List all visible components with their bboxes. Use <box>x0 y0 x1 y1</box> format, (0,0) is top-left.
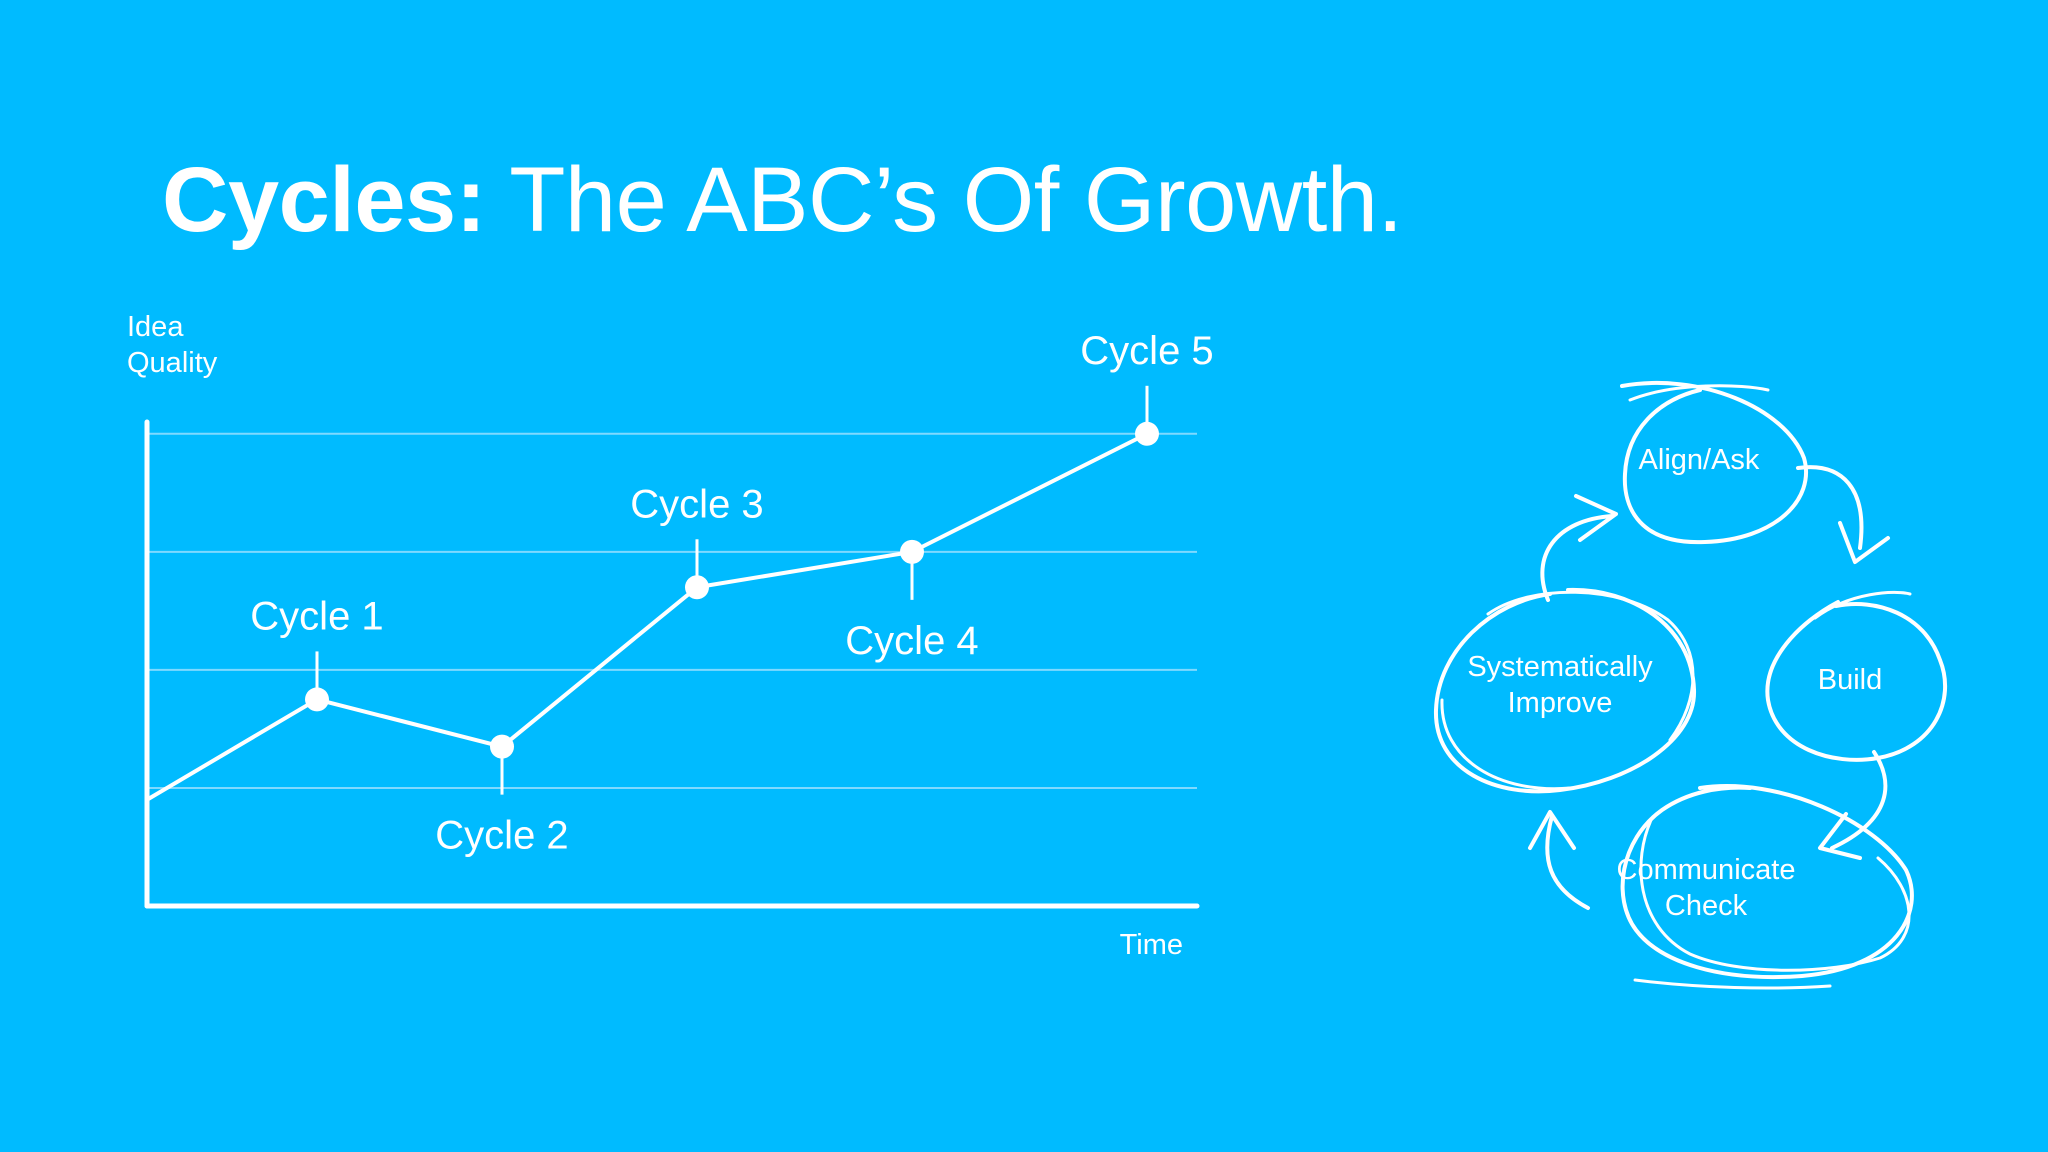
arrow-align-to-build <box>1796 465 1890 564</box>
cycle-4-marker <box>900 539 924 564</box>
arrow-communicate-to-improve <box>1528 810 1590 910</box>
arrow-improve-to-align-stroke <box>1540 514 1614 602</box>
arrow-build-to-communicate <box>1818 750 1888 860</box>
cycle-3-marker <box>685 575 709 600</box>
cycle-2-marker <box>490 734 514 759</box>
cycle-5-label: Cycle 5 <box>1080 329 1213 373</box>
cycle-3-label: Cycle 3 <box>630 482 763 526</box>
align-ask-circle-overstroke <box>1628 384 1770 402</box>
build-circle-overstroke <box>1813 590 1912 620</box>
slide-title-rest: The ABC’s Of Growth. <box>485 149 1403 251</box>
y-axis-label-line1: Idea <box>127 311 184 343</box>
align-ask-node: Align/Ask <box>1620 381 1808 545</box>
chart-markers: Cycle 1 Cycle 2 Cycle 3 Cycle 4 Cycle 5 <box>250 329 1213 858</box>
communicate-circle <box>1620 784 1914 980</box>
communicate-tail <box>1633 978 1832 990</box>
idea-quality-line <box>145 431 1149 802</box>
arrow-communicate-to-improve-head <box>1528 810 1576 850</box>
y-axis-label-line2: Quality <box>127 347 218 379</box>
improve-label-line1: Systematically <box>1467 651 1653 683</box>
communicate-node: Communicate Check <box>1617 784 1914 990</box>
cycle-4-label: Cycle 4 <box>845 619 978 663</box>
cycle-1-marker <box>305 687 329 712</box>
chart-gridlines <box>147 432 1197 789</box>
communicate-circle-overstroke <box>1639 816 1911 972</box>
communicate-label-line2: Check <box>1665 890 1748 922</box>
communicate-label-line1: Communicate <box>1617 854 1796 886</box>
improve-node: Systematically Improve <box>1433 587 1697 794</box>
build-label: Build <box>1818 664 1883 696</box>
arrow-build-to-communicate-head <box>1818 812 1862 860</box>
chart-axes: Idea Quality Time <box>127 311 1200 961</box>
cycle-5-marker <box>1135 421 1159 446</box>
align-ask-circle <box>1620 381 1808 545</box>
arrow-build-to-communicate-stroke <box>1830 750 1888 850</box>
slide-title-bold: Cycles: <box>162 149 486 251</box>
arrow-align-to-build-head <box>1838 521 1890 564</box>
cycle-1-label: Cycle 1 <box>250 594 383 638</box>
x-axis-label: Time <box>1120 929 1183 961</box>
chart-series <box>145 431 1149 802</box>
arrow-improve-to-align <box>1540 494 1618 602</box>
align-ask-label: Align/Ask <box>1639 444 1760 476</box>
arrow-align-to-build-stroke <box>1796 465 1864 550</box>
arrow-improve-to-align-head <box>1574 494 1618 542</box>
cycle-2-label: Cycle 2 <box>435 814 568 858</box>
arrow-communicate-to-improve-stroke <box>1545 814 1590 910</box>
abc-cycle-diagram: Align/Ask Build Communicate Check <box>1433 381 1948 990</box>
improve-circle-overstroke <box>1486 590 1695 742</box>
build-node: Build <box>1765 590 1948 762</box>
improve-label-line2: Improve <box>1508 687 1613 719</box>
slide-title: Cycles: The ABC’s Of Growth. <box>162 149 1403 251</box>
improve-circle-overstroke-2 <box>1440 698 1572 791</box>
